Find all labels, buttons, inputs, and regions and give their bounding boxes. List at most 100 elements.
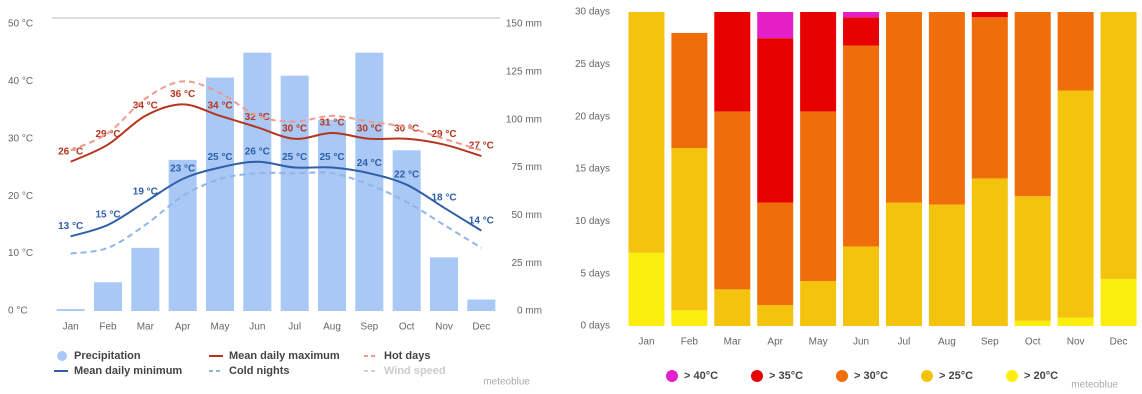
bar-segment	[928, 204, 965, 326]
bar-segment	[1100, 278, 1137, 326]
x-tick-label: Jul	[898, 337, 911, 348]
bar-segment	[843, 45, 880, 247]
bar-segment	[757, 202, 794, 306]
bar-segment	[843, 17, 880, 46]
x-tick-label: Apr	[767, 337, 783, 348]
y2-tick-label: 25 mm	[511, 258, 542, 269]
legend-swatch	[836, 370, 848, 382]
bar-segment	[843, 12, 880, 18]
bar-segment	[757, 38, 794, 203]
data-label: 25 °C	[282, 152, 307, 163]
legend-swatch	[666, 370, 678, 382]
watermark: meteoblue	[483, 377, 530, 388]
bar-segment	[800, 12, 837, 112]
x-tick-label: Jun	[853, 337, 869, 348]
bar-segment	[714, 111, 751, 290]
x-tick-label: Jan	[638, 337, 654, 348]
y2-tick-label: 75 mm	[511, 162, 542, 173]
data-label: 13 °C	[58, 221, 83, 232]
data-label: 14 °C	[469, 215, 494, 226]
bar-segment	[628, 12, 665, 253]
data-label: 32 °C	[245, 112, 270, 123]
data-label: 26 °C	[245, 146, 270, 157]
data-label: 15 °C	[95, 210, 120, 221]
precipitation-bar	[392, 150, 421, 311]
precipitation-bar	[56, 309, 85, 311]
data-label: 34 °C	[133, 100, 158, 111]
bar-segment	[971, 17, 1008, 179]
bar-segment	[885, 12, 922, 203]
bar-segment	[1100, 12, 1137, 279]
legend-swatch	[751, 370, 763, 382]
x-tick-label: Dec	[472, 322, 490, 333]
y-tick-label: 50 °C	[8, 19, 33, 30]
bar-segment	[714, 12, 751, 112]
data-label: 29 °C	[431, 129, 456, 140]
precipitation-bar	[430, 257, 458, 311]
data-label: 19 °C	[133, 187, 158, 198]
bar-segment	[757, 305, 794, 326]
y-tick-label: 20 °C	[8, 191, 33, 202]
x-tick-label: Nov	[1067, 337, 1085, 348]
bar-segment	[1057, 317, 1094, 326]
data-label: 23 °C	[170, 164, 195, 175]
precipitation-bar	[467, 299, 496, 311]
y-tick-label: 5 days	[581, 268, 610, 279]
x-tick-label: Sep	[981, 337, 999, 348]
legend-label: Wind speed	[384, 365, 446, 377]
precipitation-bar	[280, 75, 309, 311]
precipitation-bar	[131, 247, 160, 311]
y2-tick-label: 0 mm	[517, 306, 542, 317]
bar-segment	[928, 12, 965, 205]
bar-segment	[1014, 196, 1051, 321]
data-label: 25 °C	[207, 152, 232, 163]
y-tick-label: 10 °C	[8, 248, 33, 259]
bar-segment	[843, 246, 880, 326]
x-tick-label: Oct	[1025, 337, 1041, 348]
y-tick-label: 20 days	[575, 111, 610, 122]
bar-segment	[1014, 12, 1051, 197]
y-tick-label: 30 days	[575, 7, 610, 18]
x-tick-label: Sep	[360, 322, 378, 333]
legend-label: > 35°C	[769, 370, 803, 382]
y2-tick-label: 100 mm	[506, 114, 542, 125]
x-tick-label: May	[809, 337, 828, 348]
x-tick-label: Apr	[175, 322, 191, 333]
bar-segment	[1057, 12, 1094, 91]
x-tick-label: Oct	[399, 322, 415, 333]
data-label: 22 °C	[394, 169, 419, 180]
x-tick-label: Mar	[724, 337, 742, 348]
x-tick-label: Jan	[63, 322, 79, 333]
legend-label: > 30°C	[854, 370, 888, 382]
bar-segment	[971, 178, 1008, 326]
legend-swatch	[1006, 370, 1018, 382]
data-label: 30 °C	[394, 123, 419, 134]
x-tick-label: May	[211, 322, 230, 333]
x-tick-label: Feb	[99, 322, 117, 333]
x-tick-label: Mar	[137, 322, 155, 333]
bar-segment	[671, 32, 708, 149]
bar-segment	[800, 111, 837, 281]
data-label: 34 °C	[207, 100, 232, 111]
precipitation-bar	[318, 119, 346, 312]
bar-segment	[800, 280, 837, 326]
legend-swatch	[921, 370, 933, 382]
legend-label: Cold nights	[229, 365, 290, 377]
y-tick-label: 40 °C	[8, 76, 33, 87]
precipitation-bar	[243, 52, 272, 311]
data-label: 25 °C	[319, 152, 344, 163]
legend-label: > 20°C	[1024, 370, 1058, 382]
x-tick-label: Jun	[249, 322, 265, 333]
legend-label: Mean daily maximum	[229, 350, 340, 362]
bar-segment	[671, 310, 708, 326]
legend-label: Mean daily minimum	[74, 365, 182, 377]
y-tick-label: 0 °C	[8, 306, 28, 317]
data-label: 29 °C	[95, 129, 120, 140]
legend-label: Hot days	[384, 350, 430, 362]
bar-segment	[971, 12, 1008, 18]
y2-tick-label: 125 mm	[506, 66, 542, 77]
x-tick-label: Feb	[681, 337, 699, 348]
x-tick-label: Nov	[435, 322, 453, 333]
y2-tick-label: 150 mm	[506, 19, 542, 30]
